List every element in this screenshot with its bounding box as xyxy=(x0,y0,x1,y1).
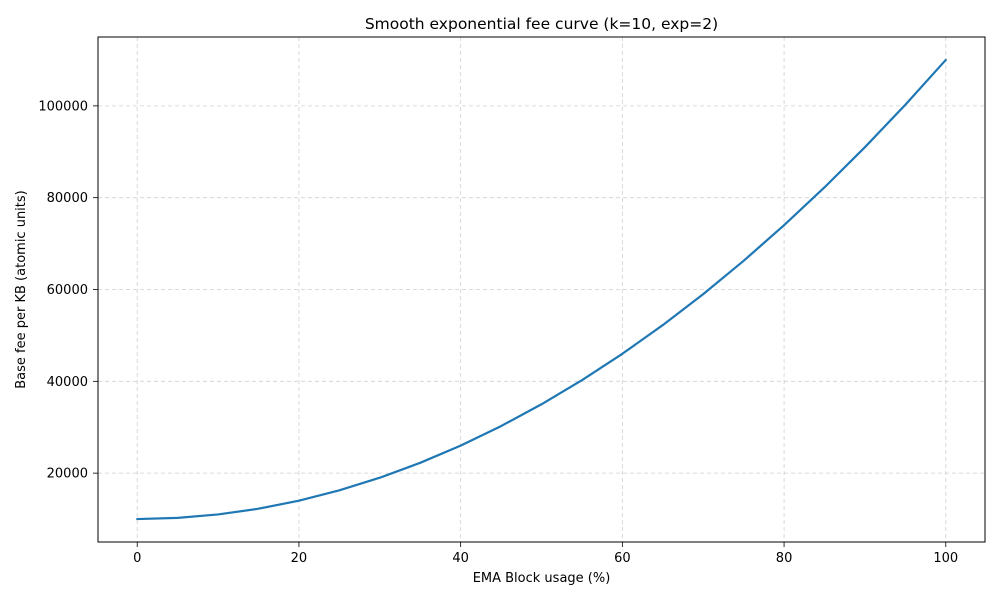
y-tick-label: 40000 xyxy=(47,375,88,390)
x-axis-label: EMA Block usage (%) xyxy=(473,571,611,586)
series-layer xyxy=(136,58,947,521)
x-tick-label: 0 xyxy=(133,551,141,566)
x-tick-label: 40 xyxy=(452,551,469,566)
y-tick-label: 20000 xyxy=(47,467,88,482)
grid xyxy=(98,37,985,542)
x-tick-label: 20 xyxy=(291,551,308,566)
y-axis: 20000 40000 60000 80000 100000 xyxy=(38,99,98,482)
chart-title: Smooth exponential fee curve (k=10, exp=… xyxy=(365,15,718,33)
x-axis: 0 20 40 60 80 100 xyxy=(133,542,958,566)
x-tick-label: 100 xyxy=(933,551,958,566)
x-tick-label: 80 xyxy=(776,551,793,566)
y-tick-label: 60000 xyxy=(47,283,88,298)
x-tick-label: 60 xyxy=(614,551,631,566)
y-tick-label: 100000 xyxy=(38,99,88,114)
series-line xyxy=(136,58,947,521)
y-tick-label: 80000 xyxy=(47,191,88,206)
y-axis-label: Base fee per KB (atomic units) xyxy=(14,190,29,388)
